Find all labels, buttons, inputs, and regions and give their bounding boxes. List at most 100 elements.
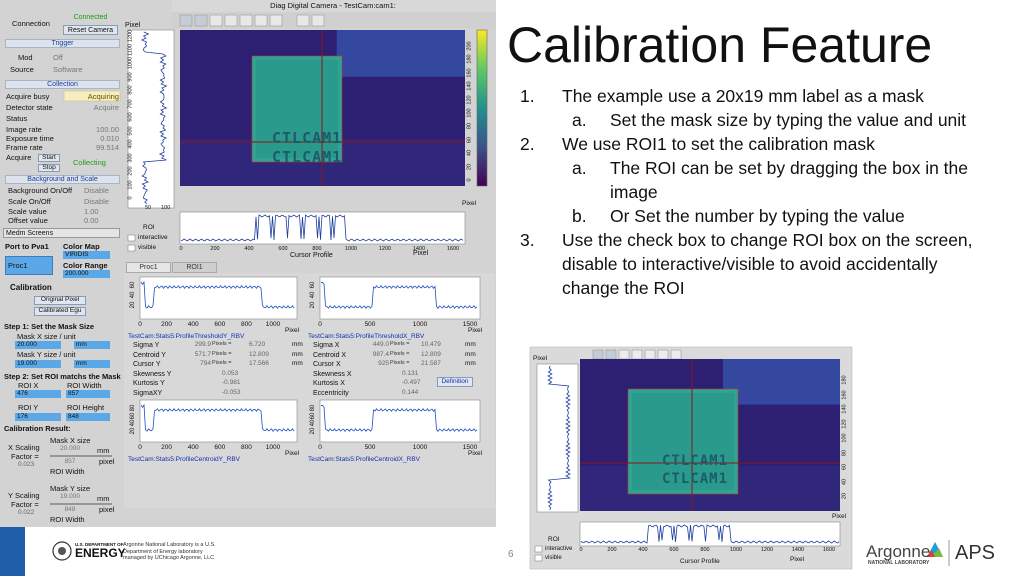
field[interactable]: 19.000 xyxy=(15,360,61,368)
button[interactable]: Start xyxy=(38,154,60,162)
button[interactable]: Reset Camera xyxy=(63,25,118,35)
tab[interactable]: ROI1 xyxy=(172,262,217,273)
tick-label: 160 xyxy=(841,389,848,400)
label: Eccentricity xyxy=(313,390,349,397)
sub-text: The ROI can be set by dragging the box i… xyxy=(610,158,968,202)
field[interactable]: mm xyxy=(74,360,110,368)
label: ROI xyxy=(143,224,155,231)
window-title: Diag Digital Camera - TestCam:cam1: xyxy=(270,1,396,10)
label: Image rate xyxy=(6,125,42,134)
button[interactable]: Calibrated Egu xyxy=(34,307,86,316)
label: Pixel xyxy=(413,250,429,257)
checkbox xyxy=(534,545,543,553)
toolbar-icon xyxy=(618,349,630,360)
toolbar-icon xyxy=(179,14,193,27)
field[interactable]: 176 xyxy=(15,413,61,421)
image-text: CTLCAM1 xyxy=(272,129,343,147)
tick-label: 120 xyxy=(841,418,848,429)
field: 20.000 xyxy=(50,445,90,453)
label: Detector state xyxy=(6,103,53,112)
label: ROI xyxy=(548,536,560,543)
tick-label: 50 xyxy=(145,205,152,211)
field[interactable]: mm xyxy=(74,341,110,349)
tick-label: 0 xyxy=(318,444,322,451)
tick-label: 1500 xyxy=(462,321,478,328)
label: Cursor Profile xyxy=(680,558,720,565)
plot-title: TestCam:Stats5:ProfileCentroidY_RBV xyxy=(128,456,240,463)
tick-label: 200 xyxy=(607,547,617,553)
button[interactable]: Stop xyxy=(38,164,60,172)
tick-label: 60 xyxy=(130,281,136,289)
field[interactable]: 20.000 xyxy=(15,341,61,349)
label: mm xyxy=(465,341,476,348)
field[interactable]: 848 xyxy=(66,413,110,421)
section-header: Background and Scale xyxy=(5,175,120,184)
plot-area xyxy=(319,399,481,443)
tab[interactable]: Proc1 xyxy=(126,262,171,273)
profile-curve xyxy=(180,214,464,242)
field: 848 xyxy=(50,506,90,514)
label: 21.587 xyxy=(421,360,441,368)
tick-label: 200 xyxy=(161,444,173,451)
label: Mask X size / unit xyxy=(17,332,76,341)
button[interactable]: Original Pixel xyxy=(34,296,86,305)
profile-plot xyxy=(179,211,466,245)
label: Pixel xyxy=(462,200,477,207)
image-region xyxy=(336,30,465,77)
field: 19.000 xyxy=(50,493,90,501)
label: 987.4 xyxy=(372,350,389,358)
label: Factor = xyxy=(11,452,39,461)
toolbar-icon xyxy=(670,349,682,360)
accent-bar xyxy=(0,527,25,576)
tick-label: 100 xyxy=(466,108,473,118)
field[interactable]: 857 xyxy=(66,390,110,398)
tick-label: 120 xyxy=(466,95,473,105)
label: Calibration Result: xyxy=(4,424,71,433)
label: visible xyxy=(138,244,157,251)
tick-label: 0 xyxy=(318,321,322,328)
dropdown[interactable]: Proc1 xyxy=(5,256,53,275)
tick-label: 160 xyxy=(466,68,473,78)
tick-label: 140 xyxy=(841,404,848,414)
label: mm xyxy=(465,360,476,368)
tick-label: 400 xyxy=(187,444,199,451)
toolbar-icon xyxy=(631,349,643,360)
toolbar-icon xyxy=(311,14,325,27)
label: mm xyxy=(97,494,110,503)
label: Exposure time xyxy=(6,134,54,143)
label: Pixels = xyxy=(212,360,232,367)
label: 299.9 xyxy=(194,341,211,348)
label: Pixel xyxy=(285,450,300,457)
label: 794 xyxy=(200,360,211,368)
status: Connected xyxy=(63,13,118,22)
dropdown[interactable]: Medm Screens xyxy=(3,228,120,238)
dropdown[interactable]: VIRIDIS xyxy=(63,251,110,259)
tick-label: 500 xyxy=(364,444,376,451)
item-number: 1. xyxy=(520,86,535,106)
label: Off xyxy=(53,53,63,62)
profile-curve xyxy=(580,524,840,544)
tick-label: 0 xyxy=(579,547,583,553)
label: Acquiring xyxy=(87,92,119,101)
tick-label: 180 xyxy=(466,54,473,64)
logo-mark xyxy=(931,548,943,557)
label: ROI X xyxy=(18,381,39,390)
tick-label: 1000 xyxy=(344,246,358,252)
section-header: Trigger xyxy=(5,39,120,48)
label: 12.809 xyxy=(249,350,269,358)
plot-curve xyxy=(320,281,478,309)
toolbar-icon xyxy=(592,349,604,360)
doe-seal-inner xyxy=(58,547,66,555)
label: 449.0 xyxy=(372,341,389,348)
plot-curve xyxy=(140,280,295,309)
button[interactable]: Definition xyxy=(437,377,473,387)
profile-plot xyxy=(579,521,841,547)
tick-label: 600 xyxy=(214,321,226,328)
field[interactable]: 476 xyxy=(15,390,61,398)
tick-label: 40 xyxy=(310,419,316,427)
image-text: CTLCAM1 xyxy=(662,471,729,487)
status: Collecting xyxy=(73,158,106,167)
tick-label: 80 xyxy=(130,404,136,412)
profile-curve xyxy=(547,365,572,511)
